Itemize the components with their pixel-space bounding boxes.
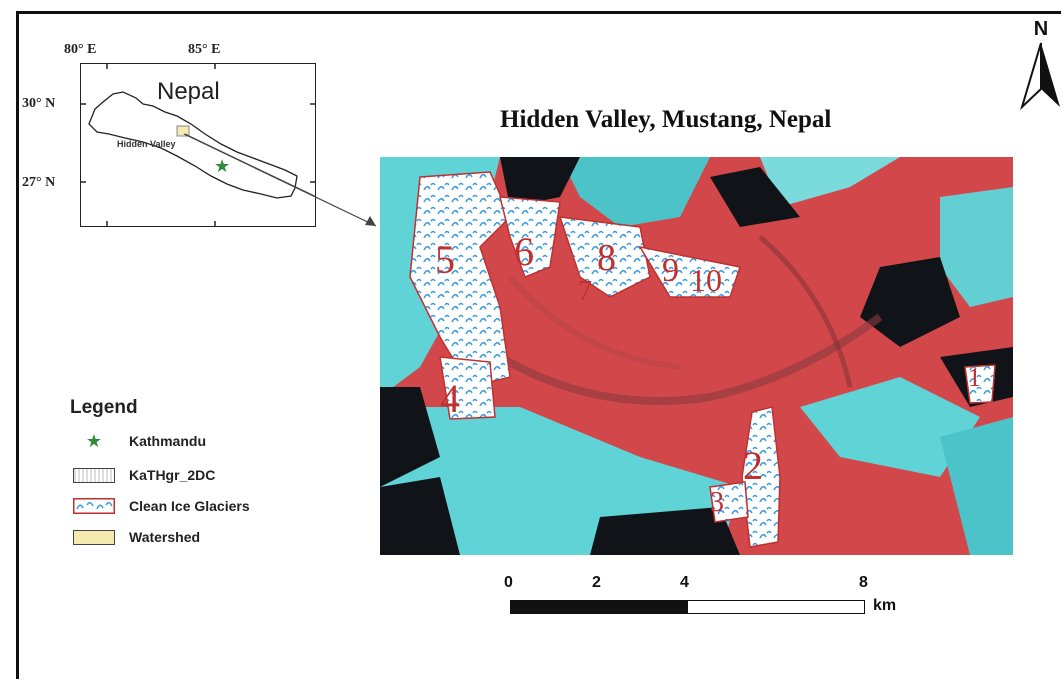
legend-label: Kathmandu xyxy=(129,433,206,449)
glacier-1-polygon xyxy=(964,364,996,404)
legend-item-kathmandu: ★ Kathmandu xyxy=(69,430,206,452)
north-arrow: N xyxy=(1019,18,1062,116)
legend-item-watershed: Watershed xyxy=(69,526,200,548)
glacier-6-polygon xyxy=(499,196,561,278)
glacier-label-6: 6 xyxy=(514,229,534,274)
lon-label-85: 85° E xyxy=(188,42,221,57)
north-arrow-icon xyxy=(1019,42,1060,111)
glacier-label-8: 8 xyxy=(597,237,616,279)
lat-label-30: 30° N xyxy=(22,96,56,111)
yellow-swatch xyxy=(73,529,115,545)
legend-item-clean-ice: Clean Ice Glaciers xyxy=(69,495,250,517)
glacier-label-1: 1 xyxy=(968,363,981,392)
gray-hatch-swatch xyxy=(73,467,115,483)
legend-title: Legend xyxy=(70,397,138,418)
glacier-3-polygon xyxy=(709,481,749,523)
satellite-image xyxy=(380,157,1013,555)
glacier-5-polygon xyxy=(409,171,511,388)
scale-unit: km xyxy=(873,597,897,614)
map-title: Hidden Valley, Mustang, Nepal xyxy=(500,106,832,133)
glacier-label-4: 4 xyxy=(440,376,460,421)
locator-inset-map: Nepal Hidden Valley ★ xyxy=(80,63,374,227)
scale-bar-white xyxy=(688,600,865,614)
glacier-label-9: 9 xyxy=(662,252,679,289)
glacier-label-5: 5 xyxy=(435,237,455,282)
lat-label-27: 27° N xyxy=(22,175,56,190)
inset-site-label: Hidden Valley xyxy=(117,139,176,149)
legend-label: Watershed xyxy=(129,529,201,545)
glacier-4-polygon xyxy=(439,356,496,420)
pointer-line xyxy=(183,133,377,227)
glacier-label-10: 10 xyxy=(690,262,722,298)
scale-label-2: 2 xyxy=(592,574,601,591)
legend-label: Clean Ice Glaciers xyxy=(129,498,250,514)
glacier-label-7: 7 xyxy=(578,276,592,307)
scale-label-4: 4 xyxy=(680,574,689,591)
scale-bar-black xyxy=(510,600,690,614)
blue-hatch-swatch xyxy=(73,498,115,514)
scale-label-8: 8 xyxy=(859,574,868,591)
legend-item-kathgr: KaTHgr_2DC xyxy=(69,464,215,486)
glacier-2-polygon xyxy=(741,406,781,548)
glacier-label-3: 3 xyxy=(710,487,724,518)
kathmandu-star-icon: ★ xyxy=(214,156,231,176)
glacier-7-8-polygon xyxy=(558,216,651,298)
glacier-9-10-polygon xyxy=(638,245,741,298)
lon-label-80: 80° E xyxy=(64,42,97,57)
watershed-marker xyxy=(176,125,190,137)
star-icon: ★ xyxy=(85,430,103,451)
north-label: N xyxy=(1033,18,1049,40)
scale-label-0: 0 xyxy=(504,574,513,591)
glacier-label-2: 2 xyxy=(743,443,763,488)
legend-label: KaTHgr_2DC xyxy=(129,467,216,483)
inset-country-label: Nepal xyxy=(157,78,220,105)
map-frame xyxy=(16,11,1061,679)
